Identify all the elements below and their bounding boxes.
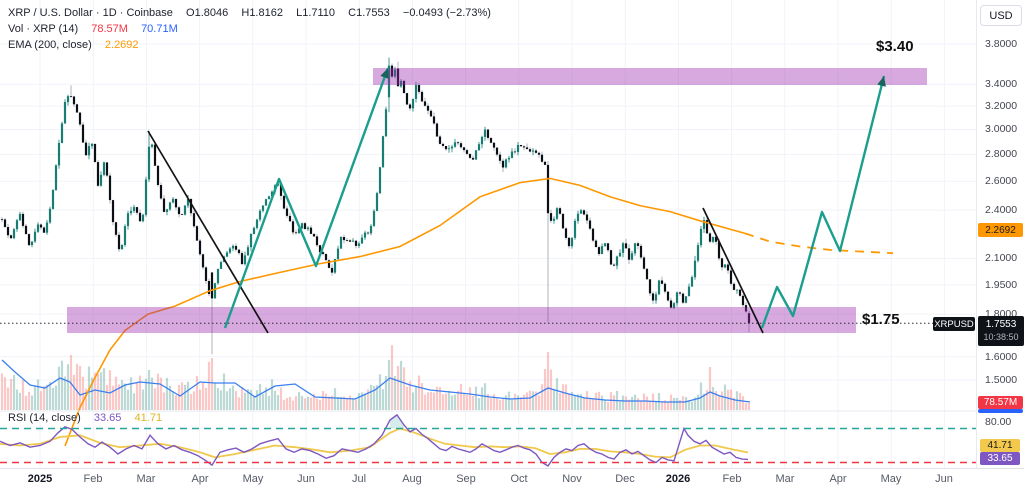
change-value: −0.0493 (−2.73%) [402, 7, 491, 19]
time-axis-label: 2025 [27, 473, 53, 485]
rsi-ma-axis-badge: 41.71 [980, 439, 1020, 452]
price-tick-label: 1.5000 [985, 374, 1018, 386]
grid-layer [0, 0, 976, 468]
time-axis[interactable]: 2025 Feb Mar Apr May Jun Jul Aug Sep Oct Nov Dec 202… [0, 468, 1024, 489]
interval-label: 1D [102, 7, 117, 19]
last-price-value: 1.7553 [985, 319, 1017, 330]
time-axis-label: Sep [456, 473, 476, 485]
price-tick-label: 2.6000 [985, 175, 1018, 187]
price-tick-label: 1.6000 [985, 351, 1018, 363]
ema-legend-row[interactable]: EMA (200, close) 2.2692 [8, 37, 491, 53]
last-price-pair-tag: XRPUSD [933, 317, 975, 331]
price-tick-label: 3.8000 [985, 38, 1018, 50]
time-axis-label: Aug [402, 473, 422, 485]
volume-legend-row[interactable]: Vol · XRP (14) 78.57M 70.71M [8, 21, 491, 37]
time-axis-label: Apr [191, 473, 209, 485]
symbol-legend-row[interactable]: XRP / U.S. Dollar · 1D · Coinbase O1.804… [8, 7, 491, 19]
volume-ma-axis-badge-clipped [978, 409, 1023, 413]
time-axis-label: Apr [829, 473, 847, 485]
time-axis-label: May [242, 473, 264, 485]
volume-indicator-label: Vol · XRP (14) [8, 23, 79, 35]
time-axis-label: 2026 [665, 473, 691, 485]
rsi-pane [0, 413, 976, 467]
time-axis-label: Jun [297, 473, 315, 485]
rsi-indicator-label: RSI (14, close) [8, 412, 81, 424]
rsi-axis-badge: 33.65 [980, 452, 1020, 465]
time-axis-label: Jun [935, 473, 953, 485]
ema-value: 2.2692 [104, 39, 139, 51]
price-tick-label: 2.4000 [985, 204, 1018, 216]
rsi-ma-value: 41.71 [134, 412, 163, 424]
symbol-title: XRP / U.S. Dollar [8, 7, 93, 19]
time-axis-label: Mar [136, 473, 156, 485]
ema-indicator-label: EMA (200, close) [8, 39, 92, 51]
price-tick-label: 3.0000 [985, 123, 1018, 135]
time-axis-label: Jul [351, 473, 367, 485]
time-axis-label: Nov [562, 473, 582, 485]
time-axis-label: Dec [615, 473, 635, 485]
price-target-high-label: $3.40 [876, 38, 914, 55]
ema-axis-badge: 2.2692 [978, 223, 1023, 237]
time-axis-label: Mar [775, 473, 795, 485]
last-price-axis-badge: 1.7553 10:38:50 [978, 316, 1024, 346]
volume-ma-value: 70.71M [141, 23, 178, 35]
volume-ma-line [1, 359, 751, 403]
price-tick-label: 2.1000 [985, 252, 1018, 264]
exchange-label: Coinbase [126, 7, 173, 19]
rsi-scale-tick-label: 80.00 [985, 416, 1012, 428]
time-axis-label: May [880, 473, 902, 485]
volume-value: 78.57M [91, 23, 128, 35]
rsi-legend-row[interactable]: RSI (14, close) 33.65 41.71 [8, 412, 162, 424]
time-axis-label: Feb [722, 473, 742, 485]
price-tick-label: 3.4000 [985, 78, 1018, 90]
ohlc-low: L1.7110 [296, 7, 336, 19]
rsi-value: 33.65 [93, 412, 122, 424]
countdown-timer: 10:38:50 [983, 332, 1019, 342]
price-chart-canvas[interactable] [0, 0, 976, 468]
ohlc-close: C1.7553 [348, 7, 390, 19]
projection-arrows-layer [223, 67, 886, 329]
volume-axis-badge: 78.57M [978, 396, 1023, 409]
currency-toggle-button[interactable]: USD [980, 5, 1022, 26]
time-axis-label: Oct [510, 473, 528, 485]
price-target-low-label: $1.75 [862, 311, 900, 328]
supply-demand-zones [67, 68, 927, 333]
rsi-line [0, 413, 749, 467]
price-tick-label: 3.2000 [985, 100, 1018, 112]
time-axis-label: Feb [83, 473, 103, 485]
candles-layer [0, 57, 751, 355]
volume-layer [0, 345, 751, 410]
price-tick-label: 1.9500 [985, 279, 1018, 291]
trendlines-layer [147, 130, 764, 334]
ohlc-high: H1.8162 [241, 7, 283, 19]
price-tick-label: 2.8000 [985, 148, 1018, 160]
ohlc-open: O1.8046 [186, 7, 229, 19]
chart-legend: XRP / U.S. Dollar · 1D · Coinbase O1.804… [8, 5, 491, 53]
ema-line-layer [64, 177, 894, 447]
price-axis[interactable]: USD 3.8000 3.4000 3.2000 3.0000 2.8000 2.6000… [976, 0, 1024, 468]
